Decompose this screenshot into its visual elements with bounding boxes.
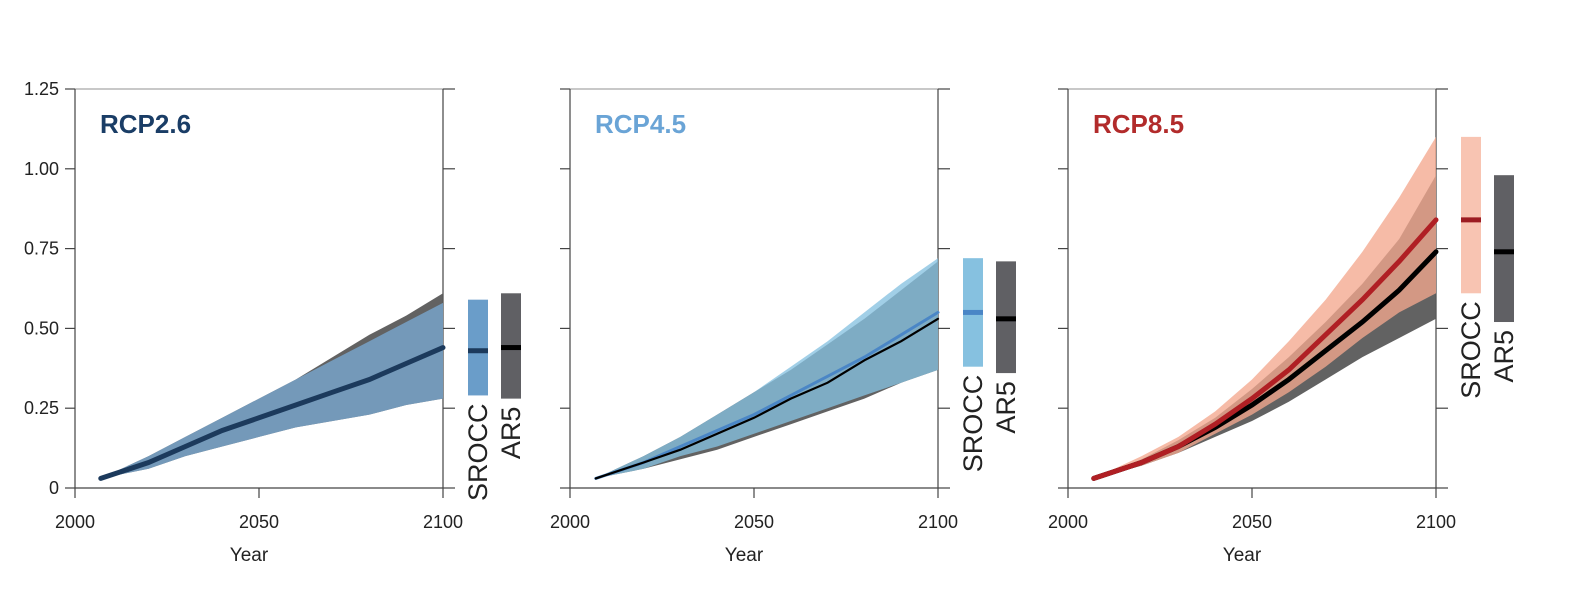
panel-title: RCP8.5 (1093, 109, 1184, 139)
y-tick-label: 0.50 (24, 318, 59, 338)
srocc-median-mark (963, 309, 983, 315)
srocc-mean-line (594, 310, 940, 480)
x-tick-label: 2100 (918, 512, 958, 532)
x-tick-label: 2000 (55, 512, 95, 532)
srocc-label: SROCC (958, 375, 988, 473)
x-axis-title: Year (230, 545, 269, 566)
ar5-median-mark (1494, 249, 1514, 255)
srocc-range-band (1093, 136, 1436, 479)
srocc-median-mark (1461, 217, 1481, 223)
x-tick-label: 2000 (550, 512, 590, 532)
x-tick-label: 2050 (239, 512, 279, 532)
ar5-median-mark (996, 316, 1016, 322)
srocc-range-band (595, 258, 938, 479)
ar5-range-bar (1494, 175, 1514, 323)
y-tick-label: 0.75 (24, 239, 59, 259)
x-tick-label: 2100 (1416, 512, 1456, 532)
x-tick-label: 2050 (1232, 512, 1272, 532)
x-axis-title: Year (1223, 545, 1262, 566)
srocc-mean-line (98, 345, 446, 481)
panel-title: RCP4.5 (595, 109, 686, 139)
ar5-label: AR5 (496, 407, 526, 460)
y-tick-label: 0 (49, 478, 59, 498)
ar5-label: AR5 (1489, 330, 1519, 383)
x-tick-label: 2000 (1048, 512, 1088, 532)
y-tick-label: 1.25 (24, 79, 59, 99)
ar5-median-mark (501, 345, 521, 351)
x-axis-title: Year (725, 545, 764, 566)
srocc-range-band (100, 302, 444, 479)
srocc-label: SROCC (463, 403, 493, 501)
ar5-mean-line (594, 317, 940, 480)
chart-panel-2: 2000 2050 2100 Year RCP4.5 SROCC AR5 (550, 88, 1021, 566)
panel-title: RCP2.6 (100, 109, 191, 139)
chart-panel-1: 0 0.25 0.50 0.75 1.00 1.25 2000 2050 2100 Year RCP… (24, 79, 526, 566)
y-tick-label: 0.25 (24, 398, 59, 418)
chart-panel-3: 2000 2050 2100 Year RCP8.5 SROCC AR5 (1048, 88, 1519, 566)
x-tick-label: 2050 (734, 512, 774, 532)
srocc-label: SROCC (1456, 301, 1486, 399)
srocc-mean-line (1091, 217, 1439, 481)
srocc-range-bar (1461, 136, 1481, 294)
ar5-label: AR5 (991, 381, 1021, 434)
srocc-range-bar (468, 299, 488, 396)
y-tick-label: 1.00 (24, 159, 59, 179)
srocc-median-mark (468, 348, 488, 354)
x-tick-label: 2100 (423, 512, 463, 532)
